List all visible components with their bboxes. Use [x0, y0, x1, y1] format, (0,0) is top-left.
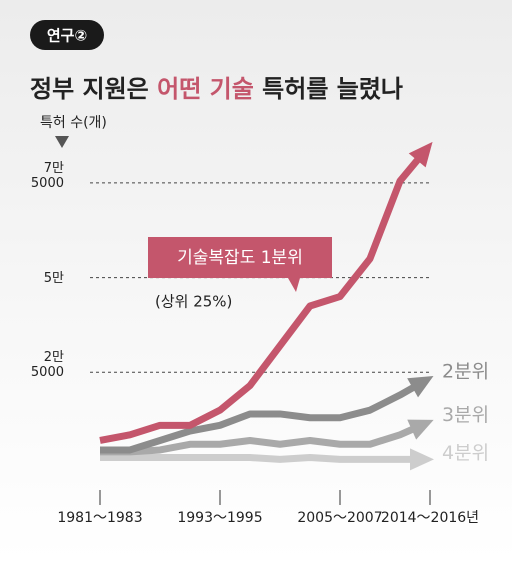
series-line	[99, 155, 423, 444]
x-tick-label: 1993～1995	[177, 510, 262, 526]
arrow-head	[407, 419, 434, 440]
series-label: 2분위	[442, 360, 489, 382]
series-label: 4분위	[442, 442, 489, 464]
series-line	[100, 424, 417, 456]
y-axis-label: 특허 수(개)	[40, 115, 107, 131]
title-highlight: 어떤 기술	[157, 75, 254, 103]
y-tick-label: 5만	[43, 270, 64, 286]
y-tick-label: 2만 5000	[30, 350, 64, 381]
axis-arrow	[55, 136, 69, 148]
annotation: (상위 25%)	[155, 293, 232, 311]
callout-text: 기술복잡도 1분위	[177, 248, 303, 268]
title-part: 특허를 늘렸나	[254, 75, 403, 103]
series-line	[100, 382, 418, 454]
arrow-head	[407, 376, 434, 398]
y-tick-label: 7만 5000	[30, 160, 64, 191]
series-label: 3분위	[442, 404, 489, 426]
badge-text: 연구②	[47, 27, 87, 45]
chart-title: 정부 지원은 어떤 기술 특허를 늘렸나	[30, 75, 403, 103]
x-tick-label: 2005～2007	[297, 510, 382, 526]
x-tick-label: 1981～1983	[57, 510, 142, 526]
arrow-head	[410, 448, 434, 471]
callout-box	[148, 237, 332, 292]
arrow-head	[408, 141, 433, 168]
badge	[30, 20, 104, 50]
title-part: 정부 지원은	[30, 75, 157, 103]
x-tick-label: 2014～2016년	[381, 510, 479, 526]
series-line	[100, 454, 414, 463]
